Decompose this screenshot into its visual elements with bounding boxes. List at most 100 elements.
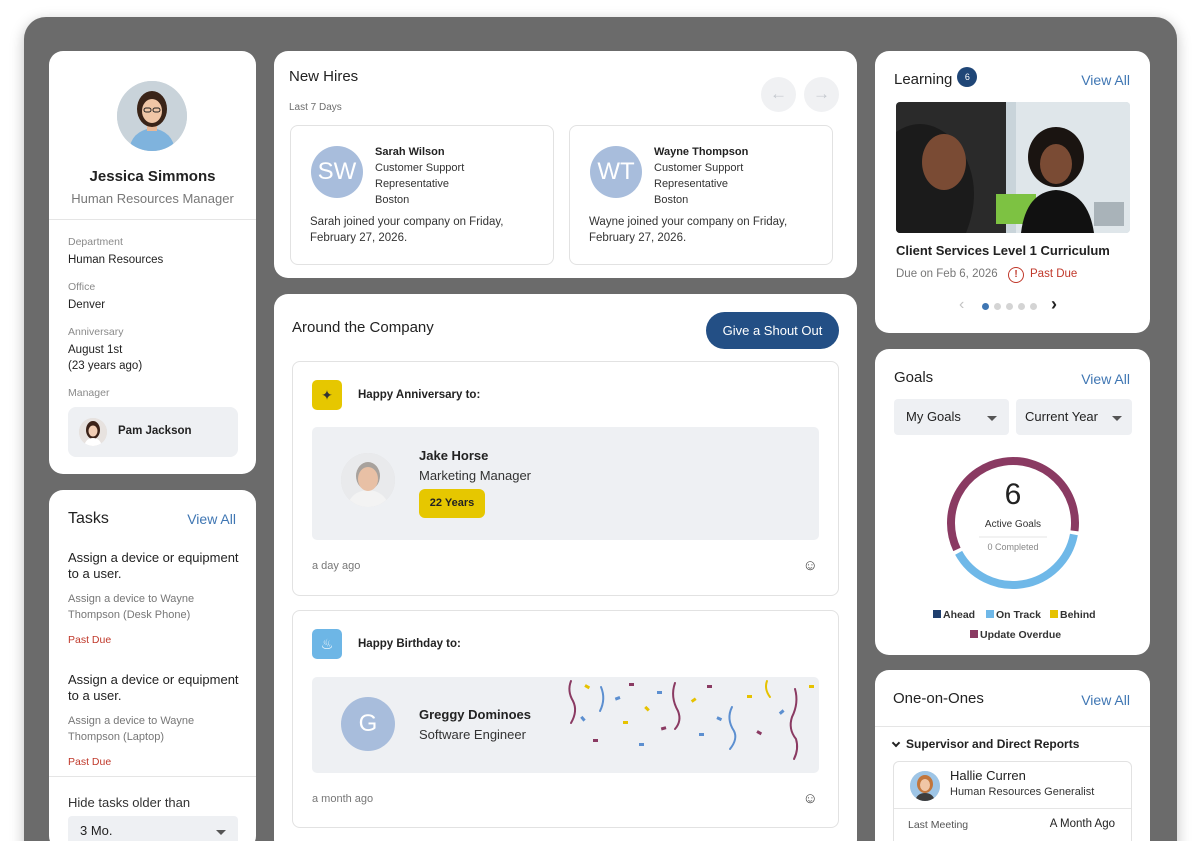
give-shout-out-button[interactable]: Give a Shout Out <box>706 312 839 349</box>
one-on-ones-title: One-on-Ones <box>893 690 984 707</box>
legend-behind: Behind <box>1050 609 1096 621</box>
post-time: a month ago <box>312 793 374 805</box>
hire-description: Wayne joined your company on Friday, Feb… <box>589 216 788 244</box>
add-reaction-icon[interactable]: ☺ <box>802 790 818 807</box>
one-on-one-card[interactable]: Hallie Curren Human Resources Generalist… <box>893 761 1132 841</box>
person-name: Hallie Curren <box>950 768 1026 783</box>
course-image[interactable] <box>896 102 1130 233</box>
new-hires-subtitle: Last 7 Days <box>289 102 342 113</box>
one-on-ones-section-toggle[interactable]: Supervisor and Direct Reports <box>891 737 1079 751</box>
legend-swatch <box>970 630 978 638</box>
carousel-dot[interactable] <box>1030 303 1037 310</box>
hire-title-line: Customer Support <box>654 162 744 174</box>
task-title[interactable]: Assign a device or equipment to a user. <box>68 550 239 581</box>
person-avatar <box>910 771 940 801</box>
carousel-dot[interactable] <box>994 303 1001 310</box>
carousel-dot[interactable] <box>1006 303 1013 310</box>
profile-role: Human Resources Manager <box>71 191 234 206</box>
birthday-role: Software Engineer <box>419 727 526 742</box>
hire-name: Sarah Wilson <box>375 146 445 158</box>
anniversary-panel: Jake Horse Marketing Manager 22 Years <box>312 427 819 540</box>
learning-title-text: Learning <box>894 71 953 88</box>
next-arrow-icon[interactable]: → <box>804 77 839 112</box>
carousel-next-icon[interactable]: › <box>1051 294 1057 314</box>
course-due-date: Due on Feb 6, 2026 <box>896 268 998 280</box>
one-on-ones-card: One-on-Ones View All Supervisor and Dire… <box>875 670 1150 841</box>
course-status: Past Due <box>1030 268 1078 280</box>
task-age-select[interactable]: 3 Mo. <box>68 816 238 841</box>
chevron-down-icon <box>987 416 997 421</box>
last-meeting-label: Last Meeting <box>908 819 969 831</box>
hire-location: Boston <box>375 194 410 206</box>
hire-title-line: Representative <box>375 178 449 190</box>
goals-title: Goals <box>894 369 934 386</box>
task-age-value: 3 Mo. <box>80 823 113 838</box>
legend-swatch <box>933 610 941 618</box>
party-popper-icon: ✦ <box>312 380 342 410</box>
manager-card[interactable]: Pam Jackson <box>68 407 238 457</box>
office-label: Office <box>68 281 96 293</box>
legend-update-overdue: Update Overdue <box>970 629 1061 641</box>
legend-swatch <box>986 610 994 618</box>
post-header: Happy Birthday to: <box>358 638 461 650</box>
goals-ring-chart <box>947 457 1079 589</box>
department-label: Department <box>68 236 123 248</box>
profile-avatar <box>117 81 187 151</box>
anniversary-value: August 1st <box>68 344 123 356</box>
carousel-dot[interactable] <box>1018 303 1025 310</box>
carousel-prev-icon[interactable]: ‹ <box>959 296 965 313</box>
manager-avatar <box>79 418 107 446</box>
add-reaction-icon[interactable]: ☺ <box>802 557 818 574</box>
tasks-divider <box>49 776 256 777</box>
tasks-card: Tasks View All Assign a device or equipm… <box>49 490 256 841</box>
completed-goals-label: 0 Completed <box>987 542 1039 552</box>
task-title[interactable]: Assign a device or equipment to a user. <box>68 672 239 703</box>
employee-initial-avatar: G <box>341 697 395 751</box>
manager-label: Manager <box>68 387 110 399</box>
legend-ahead: Ahead <box>933 609 975 621</box>
tasks-view-all-link[interactable]: View All <box>187 511 236 527</box>
last-meeting-value: A Month Ago <box>1049 818 1115 830</box>
post-time: a day ago <box>312 560 361 572</box>
learning-view-all-link[interactable]: View All <box>1081 72 1130 88</box>
learning-count-badge: 6 <box>957 67 978 87</box>
course-name[interactable]: Client Services Level 1 Curriculum <box>896 243 1110 258</box>
hire-initials-avatar: SW <box>311 146 363 198</box>
hire-name: Wayne Thompson <box>654 146 749 158</box>
goals-view-all-link[interactable]: View All <box>1081 371 1130 387</box>
task-status: Past Due <box>68 634 112 646</box>
legend-on-track: On Track <box>986 609 1041 621</box>
goals-owner-select[interactable]: My Goals <box>894 399 1009 435</box>
profile-divider <box>49 219 256 220</box>
task-status: Past Due <box>68 756 112 768</box>
birthday-name: Greggy Dominoes <box>419 707 531 722</box>
new-hire-card[interactable]: SW Sarah Wilson Customer Support Represe… <box>290 125 554 265</box>
post-header: Happy Anniversary to: <box>358 389 481 401</box>
around-title: Around the Company <box>292 319 434 336</box>
previous-arrow-icon[interactable]: ← <box>761 77 796 112</box>
birthday-panel: G Greggy Dominoes Software Engineer <box>312 677 819 773</box>
learning-card: Learning 6 View All Client Services Level… <box>875 51 1150 333</box>
one-on-ones-view-all-link[interactable]: View All <box>1081 692 1130 708</box>
hire-title-line: Representative <box>654 178 728 190</box>
hire-initials-avatar: WT <box>590 146 642 198</box>
chevron-down-icon <box>891 738 901 748</box>
years-badge: 22 Years <box>419 489 485 518</box>
profile-card: Jessica Simmons Human Resources Manager … <box>49 51 256 474</box>
person-role: Human Resources Generalist <box>950 786 1095 798</box>
tasks-title: Tasks <box>68 510 109 527</box>
goals-period-select[interactable]: Current Year <box>1016 399 1132 435</box>
legend-swatch <box>1050 610 1058 618</box>
new-hire-card[interactable]: WT Wayne Thompson Customer Support Repre… <box>569 125 833 265</box>
learning-title: Learning 6 <box>894 67 978 88</box>
carousel-dot-active[interactable] <box>982 303 989 310</box>
profile-name: Jessica Simmons <box>89 168 216 185</box>
confetti-decoration <box>568 680 814 760</box>
active-goals-count: 6 <box>1004 478 1022 511</box>
birthday-post: ♨ Happy Birthday to: <box>292 610 839 828</box>
chevron-down-icon <box>216 830 226 835</box>
chevron-down-icon <box>1112 416 1122 421</box>
task-subtitle: Assign a device to Wayne Thompson (Desk … <box>68 593 195 621</box>
hire-description: Sarah joined your company on Friday, Feb… <box>310 216 504 244</box>
goals-period-value: Current Year <box>1025 409 1098 424</box>
